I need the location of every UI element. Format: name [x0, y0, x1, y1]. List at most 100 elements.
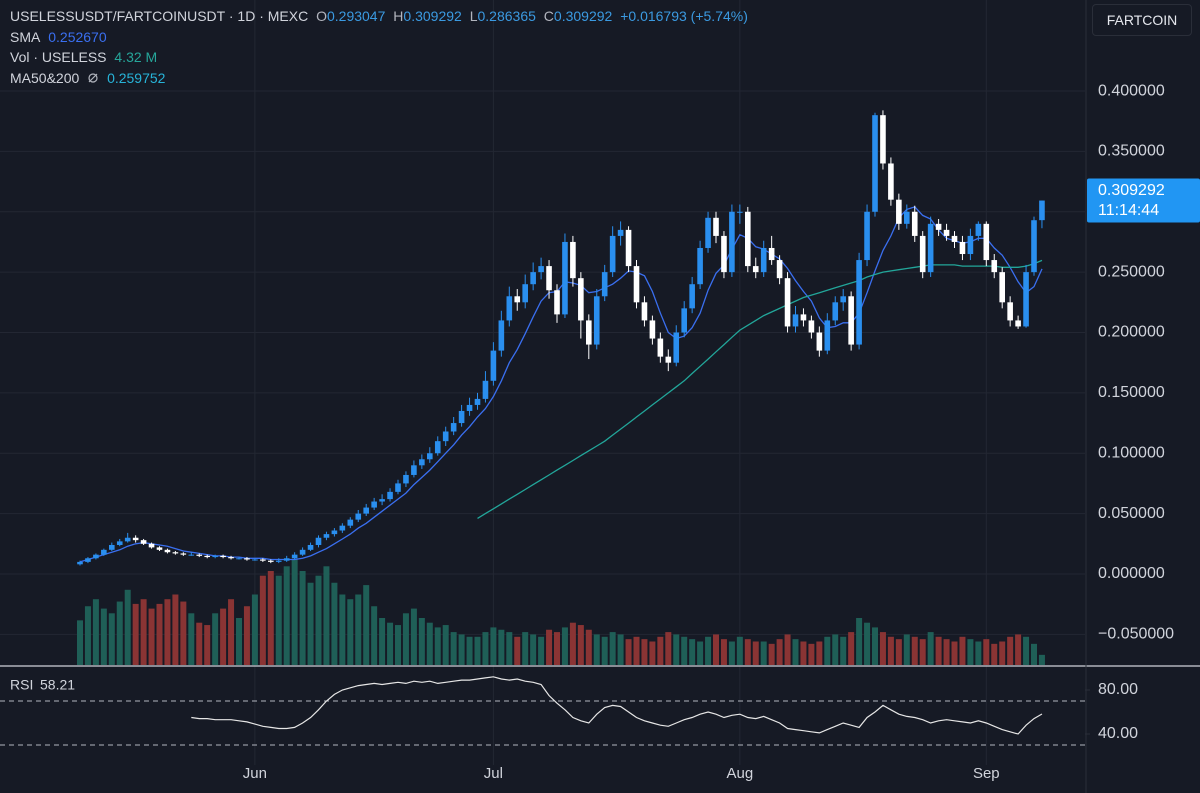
volume-bar	[132, 603, 139, 665]
volume-bar	[577, 625, 584, 665]
volume-bar	[267, 571, 274, 665]
candle-body	[323, 534, 330, 538]
volume-bar	[410, 608, 417, 665]
volume-bar	[291, 559, 298, 665]
candle-body	[458, 410, 465, 424]
volume-bar	[77, 620, 83, 665]
candle-body	[339, 525, 346, 531]
volume-bar	[697, 641, 704, 665]
volume-bar	[490, 627, 497, 665]
x-tick-label: Jun	[243, 765, 267, 782]
candle-body	[442, 431, 449, 442]
volume-bar	[172, 594, 179, 665]
volume-bar	[355, 594, 362, 665]
volume-bar	[832, 634, 839, 665]
x-tick-label: Aug	[726, 765, 753, 782]
volume-bar	[585, 629, 592, 665]
volume-bar	[514, 636, 521, 665]
volume-bar	[959, 636, 966, 665]
candle-body	[554, 290, 560, 315]
candle-body	[196, 554, 203, 556]
candle-body	[792, 314, 799, 327]
candle-body	[593, 296, 600, 345]
volume-bar	[212, 613, 219, 665]
candle-body	[299, 549, 306, 555]
volume-bar	[649, 641, 656, 665]
rsi-value: 58.21	[40, 677, 75, 693]
volume-bar	[720, 639, 727, 665]
candle-body	[124, 537, 131, 542]
volume-bar	[395, 625, 401, 665]
candle-body	[760, 247, 767, 273]
volume-bar	[108, 613, 115, 665]
candle-body	[856, 260, 862, 345]
volume-bar	[299, 571, 306, 665]
candle-body	[419, 459, 425, 466]
candle-body	[625, 229, 632, 267]
candle-body	[673, 332, 680, 363]
candle-body	[919, 235, 926, 273]
volume-row: Vol · USELESS 4.32 M	[10, 47, 752, 68]
volume-bar	[474, 636, 481, 665]
volume-bar	[458, 634, 465, 665]
candle-body	[188, 554, 195, 556]
candle-body	[999, 272, 1005, 303]
candle-body	[101, 549, 107, 555]
symbol-button[interactable]: FARTCOIN	[1092, 4, 1192, 36]
volume-bar	[768, 643, 775, 665]
candle-body	[705, 217, 711, 248]
candle-body	[967, 235, 974, 255]
volume-bar	[259, 575, 266, 665]
candle-body	[93, 554, 99, 559]
volume-bar	[728, 641, 735, 665]
legend: USELESSUSDT/FARTCOINUSDT · 1D · MEXC O0.…	[10, 6, 752, 88]
volume-value: 4.32 M	[114, 49, 158, 65]
volume-bar	[609, 632, 616, 665]
volume-bar	[665, 632, 672, 665]
candle-body	[752, 266, 759, 273]
volume-bar	[760, 641, 767, 665]
volume-bar	[228, 599, 235, 665]
candle-body	[665, 356, 672, 363]
candle-body	[729, 211, 735, 273]
candle-body	[204, 555, 210, 558]
volume-bar	[323, 566, 330, 665]
volume-bar	[530, 634, 537, 665]
candle-body	[156, 547, 163, 550]
volume-bar	[967, 639, 974, 665]
volume-bar	[196, 622, 203, 665]
y-tick-label: 0.100000	[1098, 444, 1165, 461]
volume-bar	[379, 618, 386, 665]
candle-body	[832, 302, 839, 321]
volume-bar	[895, 639, 902, 665]
candle-body	[434, 441, 441, 454]
volume-bar	[283, 566, 290, 665]
candle-body	[220, 555, 226, 558]
candle-body	[951, 235, 958, 242]
volume-bar	[792, 639, 799, 665]
candle-body	[681, 308, 687, 333]
candle-body	[601, 272, 608, 297]
volume-bar	[92, 599, 99, 665]
low-value: 0.286365	[477, 8, 536, 24]
sma-name: SMA	[10, 28, 41, 45]
volume-bar	[975, 641, 982, 665]
volume-bar	[887, 636, 894, 665]
candle-body	[236, 558, 242, 560]
volume-bar	[713, 634, 719, 665]
candle-body	[212, 555, 218, 558]
candle-body	[633, 266, 640, 303]
candle-body	[132, 537, 139, 541]
candle-body	[609, 235, 616, 273]
candle-body	[784, 278, 791, 327]
y-tick-label: 0.250000	[1098, 263, 1165, 280]
candle-body	[888, 163, 894, 200]
open-label: O	[316, 8, 327, 24]
y-tick-label: 0.400000	[1098, 82, 1165, 99]
candle-body	[77, 561, 83, 565]
volume-bar	[744, 639, 751, 665]
candle-body	[864, 211, 870, 261]
candle-body	[363, 507, 369, 514]
